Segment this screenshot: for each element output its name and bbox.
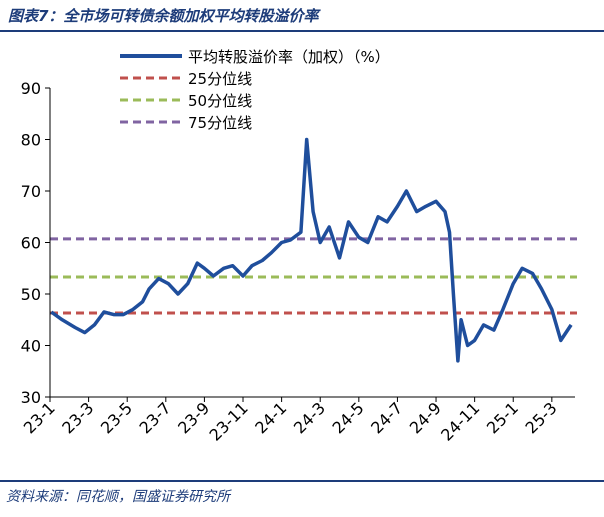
x-tick-label: 24-1 xyxy=(251,398,290,437)
x-tick-label: 24-11 xyxy=(437,398,483,444)
x-tick-label: 23-11 xyxy=(206,398,252,444)
chart-source: 资料来源：同花顺，国盛证券研究所 xyxy=(6,489,230,505)
legend-label-2: 25分位线 xyxy=(188,70,252,88)
x-tick-label: 24-5 xyxy=(329,398,368,437)
line-chart: 平均转股溢价率（加权）（%） 25分位线 50分位线 75分位线 30 40 50 60 70… xyxy=(20,48,577,445)
series-line-1 xyxy=(50,137,573,363)
legend-label-3: 50分位线 xyxy=(188,92,252,110)
y-tick-label: 70 xyxy=(21,182,41,201)
y-tick-label: 60 xyxy=(21,234,41,253)
source-rule xyxy=(0,480,604,482)
title-rule xyxy=(0,30,604,32)
y-tick-label: 50 xyxy=(21,285,41,304)
x-tick-label: 24-3 xyxy=(290,398,329,437)
x-tick-label: 23-3 xyxy=(58,398,97,437)
y-tick-label: 30 xyxy=(21,388,41,407)
x-tick-label: 25-1 xyxy=(483,398,522,437)
y-tick-label: 40 xyxy=(21,337,41,356)
x-tick-label: 24-7 xyxy=(367,398,406,437)
y-tick-label: 80 xyxy=(21,131,41,150)
x-tick-label: 25-3 xyxy=(522,398,561,437)
x-tick-label: 23-7 xyxy=(136,398,175,437)
x-tick-label: 23-5 xyxy=(97,398,136,437)
y-tick-label: 90 xyxy=(21,79,41,98)
legend-label-4: 75分位线 xyxy=(188,114,252,132)
legend-label-1: 平均转股溢价率（加权）（%） xyxy=(188,48,390,66)
chart-title: 图表7：全市场可转债余额加权平均转股溢价率 xyxy=(8,7,319,25)
